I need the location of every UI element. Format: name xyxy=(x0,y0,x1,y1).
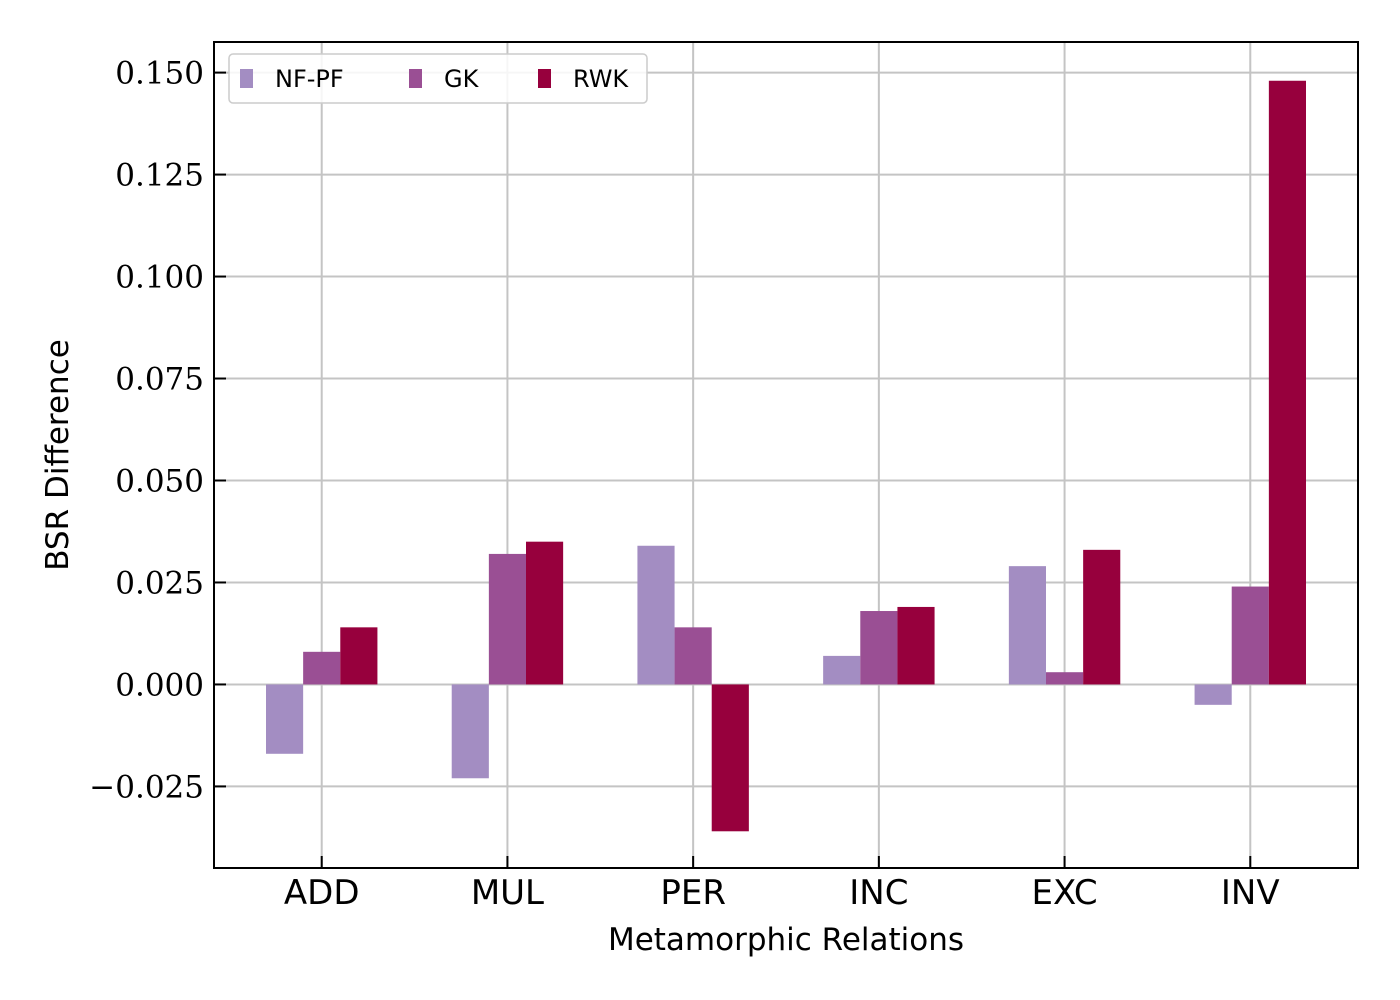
bar-gk-per xyxy=(674,627,712,685)
x-axis-title: Metamorphic Relations xyxy=(608,922,964,958)
legend-box xyxy=(228,53,648,104)
y-tick-label: 0.150 xyxy=(115,56,204,92)
bars xyxy=(266,80,1306,832)
bar-rwk-mul xyxy=(526,541,564,685)
grid-lines xyxy=(214,42,1358,868)
legend-swatch-gk xyxy=(409,69,422,88)
legend-swatch-rwk xyxy=(538,69,551,88)
plot-frame xyxy=(213,41,1359,869)
bar-nf-pf-inc xyxy=(823,655,861,685)
bar-nf-pf-add xyxy=(266,684,304,754)
x-tick-label: ADD xyxy=(284,873,360,913)
bar-rwk-inv xyxy=(1268,80,1306,685)
y-tick-label: 0.050 xyxy=(115,463,204,499)
legend-label-nf-pf: NF-PF xyxy=(275,65,344,93)
bar-rwk-exc xyxy=(1083,549,1121,685)
bar-gk-mul xyxy=(488,553,526,685)
bar-gk-exc xyxy=(1046,672,1084,685)
y-tick-label: 0.000 xyxy=(115,667,204,703)
y-tick-label: 0.075 xyxy=(115,362,204,398)
y-tick-label: −0.025 xyxy=(89,769,204,805)
bar-rwk-add xyxy=(340,627,378,685)
y-tick-labels: −0.025 0.000 0.025 0.050 0.075 0.100 0.125 0.15… xyxy=(89,56,204,806)
legend: NF-PF GK RWK xyxy=(228,53,648,104)
y-tick-label: 0.100 xyxy=(115,260,204,296)
y-axis-title: BSR Difference xyxy=(40,339,76,571)
legend-label-rwk: RWK xyxy=(573,65,629,93)
x-tick-labels: ADD MUL PER INC EXC INV xyxy=(284,873,1280,913)
axis-ticks xyxy=(214,71,1252,868)
x-tick-label: EXC xyxy=(1032,873,1098,913)
bar-gk-inv xyxy=(1231,586,1269,685)
legend-label-gk: GK xyxy=(444,65,480,93)
x-tick-label: MUL xyxy=(471,873,544,913)
x-tick-label: INV xyxy=(1221,873,1280,913)
y-tick-label: 0.025 xyxy=(115,565,204,601)
legend-swatch-nf-pf xyxy=(240,69,253,88)
bar-gk-inc xyxy=(860,611,898,685)
bar-nf-pf-mul xyxy=(451,684,489,779)
bar-rwk-inc xyxy=(897,606,935,685)
bar-nf-pf-per xyxy=(637,545,675,685)
x-tick-label: PER xyxy=(660,873,726,913)
y-tick-label: 0.125 xyxy=(115,158,204,194)
bar-nf-pf-exc xyxy=(1008,566,1046,685)
bar-rwk-per xyxy=(711,684,749,832)
bar-gk-add xyxy=(303,651,341,685)
x-tick-label: INC xyxy=(849,873,908,913)
bar-nf-pf-inv xyxy=(1194,684,1232,705)
